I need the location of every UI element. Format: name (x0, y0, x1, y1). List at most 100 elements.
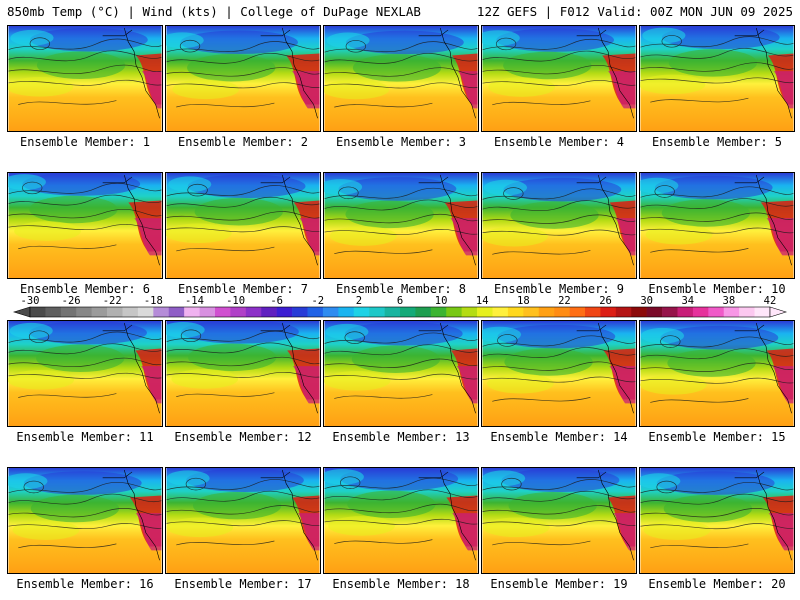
colorbar-swatch (122, 307, 139, 317)
colorbar-swatch (153, 307, 170, 317)
colorbar-swatch (338, 307, 355, 317)
ensemble-panel: Ensemble Member: 14 (481, 320, 637, 444)
colorbar-ticks: -30 -26 -22 -18 -14 -10 -6 -2 2 6 10 14 18 22 26 30 34 38… (0, 295, 800, 307)
ensemble-member-label: Ensemble Member: 2 (177, 135, 309, 149)
colorbar-swatch (384, 307, 401, 317)
colorbar-tick-label: 14 (475, 295, 489, 307)
colorbar-swatch (369, 307, 385, 317)
ensemble-panel: Ensemble Member: 8 (323, 172, 479, 296)
colorbar-swatch (585, 307, 601, 317)
ensemble-map (323, 172, 479, 279)
colorbar-tick-label: -14 (184, 295, 204, 307)
colorbar-swatch (307, 307, 324, 317)
ensemble-member-label: Ensemble Member: 4 (493, 135, 625, 149)
colorbar-tick-label: 34 (681, 295, 695, 307)
colorbar-tick-label: -30 (20, 295, 40, 307)
colorbar-swatch (677, 307, 694, 317)
ensemble-member-label: Ensemble Member: 5 (651, 135, 783, 149)
ensemble-map (165, 467, 321, 574)
ensemble-panel: Ensemble Member: 15 (639, 320, 795, 444)
colorbar-tick-label: 22 (558, 295, 571, 307)
colorbar-tick-label: -22 (102, 295, 122, 307)
colorbar-swatch (199, 307, 216, 317)
colorbar-tick-label: 6 (396, 295, 404, 307)
temperature-colorbar: -30 -26 -22 -18 -14 -10 -6 -2 2 6 10 14 18 22 26 30 34 38… (0, 295, 800, 318)
colorbar-swatch (461, 307, 478, 317)
colorbar-swatch (168, 307, 185, 317)
ensemble-member-label: Ensemble Member: 18 (332, 577, 470, 591)
colorbar-tick-label: 10 (434, 295, 448, 307)
ensemble-member-label: Ensemble Member: 12 (174, 430, 312, 444)
colorbar-swatch (292, 307, 308, 317)
ensemble-panel: Ensemble Member: 4 (481, 25, 637, 149)
ensemble-map (639, 25, 795, 132)
colorbar-swatch (322, 307, 339, 317)
colorbar-swatches (12, 306, 788, 318)
colorbar-min-arrow (12, 306, 31, 318)
colorbar-swatch (261, 307, 277, 317)
colorbar-swatch (76, 307, 92, 317)
colorbar-tick-label: -6 (270, 295, 283, 307)
ensemble-panel: Ensemble Member: 2 (165, 25, 321, 149)
ensemble-panel: Ensemble Member: 1 (7, 25, 163, 149)
ensemble-panel: Ensemble Member: 5 (639, 25, 795, 149)
ensemble-map (7, 467, 163, 574)
ensemble-map (639, 320, 795, 427)
ensemble-panel: Ensemble Member: 9 (481, 172, 637, 296)
colorbar-swatch (507, 307, 524, 317)
ensemble-map (639, 467, 795, 574)
run-valid-time: 12Z GEFS | F012 Valid: 00Z MON JUN 09 20… (476, 4, 793, 19)
colorbar-swatch (477, 307, 493, 317)
colorbar-tick-label: 30 (640, 295, 653, 307)
colorbar-swatch (446, 307, 462, 317)
ensemble-map (323, 320, 479, 427)
ensemble-panel: Ensemble Member: 17 (165, 467, 321, 591)
colorbar-swatch (215, 307, 231, 317)
ensemble-member-label: Ensemble Member: 7 (177, 282, 309, 296)
ensemble-member-label: Ensemble Member: 15 (648, 430, 786, 444)
colorbar-swatch (230, 307, 247, 317)
ensemble-panel: Ensemble Member: 18 (323, 467, 479, 591)
ensemble-member-label: Ensemble Member: 6 (19, 282, 151, 296)
ensemble-member-label: Ensemble Member: 8 (335, 282, 467, 296)
colorbar-swatch (723, 307, 740, 317)
colorbar-tick-label: -10 (226, 295, 246, 307)
ensemble-panel: Ensemble Member: 10 (639, 172, 795, 296)
ensemble-panel: Ensemble Member: 19 (481, 467, 637, 591)
ensemble-map (323, 467, 479, 574)
colorbar-swatch (60, 307, 77, 317)
colorbar-swatch (415, 307, 432, 317)
colorbar-swatch (754, 307, 771, 317)
ensemble-panel: Ensemble Member: 11 (7, 320, 163, 444)
colorbar-tick-label: 38 (722, 295, 736, 307)
product-title: 850mb Temp (°C) | Wind (kts) | College o… (7, 4, 421, 19)
ensemble-panel: Ensemble Member: 12 (165, 320, 321, 444)
ensemble-member-label: Ensemble Member: 17 (174, 577, 312, 591)
colorbar-swatch (492, 307, 509, 317)
ensemble-map (481, 320, 637, 427)
ensemble-panel: Ensemble Member: 13 (323, 320, 479, 444)
colorbar-tick-label: -18 (143, 295, 163, 307)
ensemble-panel: Ensemble Member: 16 (7, 467, 163, 591)
colorbar-swatch (276, 307, 293, 317)
ensemble-member-label: Ensemble Member: 16 (16, 577, 154, 591)
ensemble-map (639, 172, 795, 279)
colorbar-tick-label: 26 (599, 295, 612, 307)
colorbar-swatch (45, 307, 62, 317)
ensemble-map (481, 172, 637, 279)
ensemble-panel: Ensemble Member: 7 (165, 172, 321, 296)
colorbar-swatch (708, 307, 725, 317)
header: 850mb Temp (°C) | Wind (kts) | College o… (0, 0, 800, 24)
ensemble-member-label: Ensemble Member: 3 (335, 135, 467, 149)
ensemble-map (481, 25, 637, 132)
colorbar-swatch (615, 307, 632, 317)
colorbar-swatch (137, 307, 154, 317)
colorbar-swatch (430, 307, 447, 317)
ensemble-map (323, 25, 479, 132)
colorbar-swatch (600, 307, 617, 317)
colorbar-tick-label: 18 (517, 295, 530, 307)
colorbar-swatch (353, 307, 370, 317)
colorbar-tick-label: 42 (763, 295, 777, 307)
colorbar-swatch (30, 307, 46, 317)
colorbar-swatch (538, 307, 555, 317)
